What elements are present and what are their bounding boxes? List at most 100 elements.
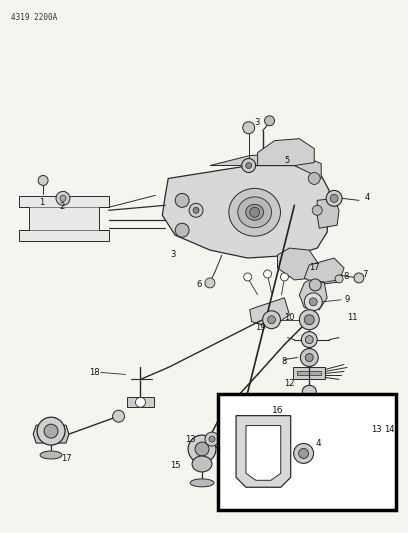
Circle shape — [358, 414, 364, 420]
Ellipse shape — [229, 188, 280, 236]
Text: 9: 9 — [344, 295, 349, 304]
Circle shape — [268, 316, 275, 324]
Polygon shape — [250, 298, 289, 328]
Circle shape — [303, 407, 315, 419]
Circle shape — [354, 410, 368, 424]
Circle shape — [205, 432, 219, 446]
Circle shape — [302, 332, 317, 348]
Polygon shape — [210, 152, 321, 179]
Text: 17: 17 — [309, 263, 320, 272]
Circle shape — [56, 191, 70, 205]
Text: 11: 11 — [347, 313, 357, 322]
Text: 8: 8 — [343, 272, 348, 281]
Text: 3: 3 — [170, 249, 175, 259]
Polygon shape — [277, 248, 319, 280]
Circle shape — [308, 173, 320, 184]
Circle shape — [328, 421, 340, 433]
Circle shape — [326, 190, 342, 206]
Polygon shape — [33, 425, 69, 443]
Circle shape — [44, 424, 58, 438]
Circle shape — [307, 405, 335, 433]
Bar — [218, 394, 397, 511]
Circle shape — [195, 442, 209, 456]
Text: 4: 4 — [365, 193, 370, 202]
Circle shape — [335, 275, 343, 283]
Polygon shape — [236, 416, 290, 487]
Text: 6: 6 — [196, 280, 202, 289]
Polygon shape — [126, 397, 154, 407]
Circle shape — [309, 298, 317, 306]
Text: 7: 7 — [362, 270, 367, 279]
Circle shape — [38, 175, 48, 185]
Text: 10: 10 — [284, 313, 295, 322]
Text: 13: 13 — [185, 434, 196, 443]
Ellipse shape — [246, 204, 264, 220]
Polygon shape — [317, 198, 339, 228]
Circle shape — [294, 443, 313, 463]
Text: 5: 5 — [284, 156, 290, 165]
Circle shape — [299, 448, 308, 458]
Text: 4319 2200A: 4319 2200A — [11, 13, 58, 22]
Circle shape — [242, 158, 256, 173]
Polygon shape — [304, 258, 344, 285]
Ellipse shape — [311, 426, 331, 440]
Polygon shape — [19, 196, 109, 241]
Circle shape — [246, 163, 252, 168]
Text: 8: 8 — [282, 357, 287, 366]
Ellipse shape — [238, 197, 272, 228]
Polygon shape — [246, 425, 281, 480]
Circle shape — [205, 278, 215, 288]
Polygon shape — [162, 166, 329, 258]
Circle shape — [60, 196, 66, 201]
Text: 18: 18 — [89, 368, 100, 377]
Text: 4: 4 — [315, 439, 321, 448]
Circle shape — [264, 116, 275, 126]
Circle shape — [113, 410, 124, 422]
Text: 12: 12 — [284, 379, 295, 388]
Circle shape — [305, 353, 313, 361]
Ellipse shape — [40, 451, 62, 459]
Text: 13: 13 — [371, 425, 381, 434]
Circle shape — [304, 315, 314, 325]
Circle shape — [309, 279, 321, 291]
Circle shape — [175, 223, 189, 237]
Text: 15: 15 — [170, 462, 181, 471]
Text: 2: 2 — [59, 202, 64, 211]
Text: 3: 3 — [255, 118, 260, 127]
Circle shape — [280, 273, 288, 281]
Text: 1: 1 — [39, 198, 44, 207]
Circle shape — [175, 193, 189, 207]
Text: 17: 17 — [61, 455, 72, 464]
Circle shape — [250, 207, 259, 217]
Polygon shape — [257, 139, 314, 166]
Circle shape — [300, 349, 318, 367]
Ellipse shape — [190, 479, 214, 487]
Polygon shape — [297, 372, 321, 375]
Circle shape — [330, 195, 338, 203]
Circle shape — [297, 401, 321, 425]
Circle shape — [193, 207, 199, 213]
Circle shape — [263, 311, 280, 329]
Circle shape — [264, 270, 272, 278]
Circle shape — [135, 397, 145, 407]
Text: 16: 16 — [272, 406, 284, 415]
Text: 19: 19 — [255, 323, 265, 332]
Circle shape — [305, 336, 313, 344]
Ellipse shape — [302, 418, 317, 430]
Circle shape — [243, 122, 255, 134]
Circle shape — [304, 293, 322, 311]
Polygon shape — [299, 280, 327, 310]
Text: 14: 14 — [384, 425, 394, 434]
Circle shape — [299, 310, 319, 330]
Circle shape — [37, 417, 65, 445]
Circle shape — [188, 435, 216, 463]
Ellipse shape — [302, 385, 316, 397]
Circle shape — [312, 205, 322, 215]
Circle shape — [244, 273, 252, 281]
Circle shape — [209, 436, 215, 442]
Circle shape — [189, 203, 203, 217]
Ellipse shape — [192, 456, 212, 472]
Circle shape — [354, 273, 364, 283]
Polygon shape — [293, 367, 325, 379]
Circle shape — [314, 412, 328, 426]
